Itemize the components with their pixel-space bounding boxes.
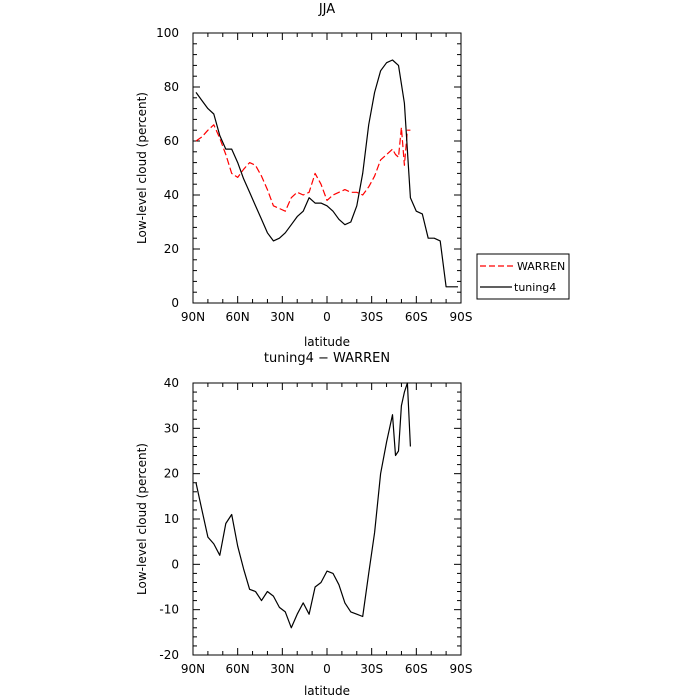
legend-tuning4-label: tuning4: [514, 281, 556, 294]
bottom-y-tick-label: 20: [164, 467, 179, 481]
bottom-tick-labels: 90N 60N 30N 0 30S 60S 90S -20 -10 0 10 20 30 40: [159, 376, 472, 676]
top-tick-labels: 90N 60N 30N 0 30S 60S 90S 0 20 40 60 80 100: [156, 26, 472, 324]
bottom-x-tick-label: 90N: [181, 662, 205, 676]
top-series-warren-line: [195, 124, 411, 212]
bottom-y-axis-label: Low-level cloud (percent): [135, 443, 149, 595]
top-x-tick-label: 30S: [360, 310, 383, 324]
top-x-tick-label: 0: [323, 310, 331, 324]
top-plot-frame: [192, 32, 462, 304]
top-chart-title: JJA: [318, 2, 335, 17]
bottom-x-tick-label: 60S: [405, 662, 428, 676]
top-y-tick-label: 20: [164, 242, 179, 256]
top-y-tick-label: 60: [164, 134, 179, 148]
bottom-y-tick-label: -10: [159, 603, 179, 617]
bottom-y-tick-label: -20: [159, 648, 179, 662]
top-series-group: [195, 59, 458, 288]
bottom-y-tick-label: 10: [164, 512, 179, 526]
bottom-chart-title: tuning4 − WARREN: [264, 351, 390, 366]
bottom-series-difference-line: [195, 382, 411, 629]
top-panel: JJA 90N 60N 30N 0 30S 60S 90S 0 20 40 60 80 100 lati…: [135, 2, 570, 349]
top-x-tick-label: 90S: [450, 310, 473, 324]
top-x-tick-label: 30N: [270, 310, 294, 324]
top-y-axis-label: Low-level cloud (percent): [135, 92, 149, 244]
bottom-y-tick-label: 0: [171, 557, 179, 571]
bottom-x-tick-label: 0: [323, 662, 331, 676]
top-x-tick-label: 90N: [181, 310, 205, 324]
top-y-tick-label: 0: [171, 296, 179, 310]
legend-warren-label: WARREN: [517, 260, 565, 273]
legend: WARREN tuning4: [476, 253, 570, 300]
bottom-x-tick-label: 30S: [360, 662, 383, 676]
bottom-x-axis-label: latitude: [304, 684, 350, 698]
top-y-tick-label: 100: [156, 26, 179, 40]
bottom-y-tick-label: 40: [164, 376, 179, 390]
top-x-tick-label: 60S: [405, 310, 428, 324]
legend-box: [476, 253, 570, 300]
bottom-x-tick-label: 30N: [270, 662, 294, 676]
top-y-tick-label: 80: [164, 80, 179, 94]
bottom-x-tick-label: 90S: [450, 662, 473, 676]
bottom-x-tick-label: 60N: [226, 662, 250, 676]
top-x-tick-label: 60N: [226, 310, 250, 324]
top-axis-ticks: [192, 32, 462, 304]
top-series-tuning4-line: [195, 59, 458, 288]
top-y-tick-label: 40: [164, 188, 179, 202]
bottom-plot-frame: [192, 382, 462, 656]
bottom-series-group: [195, 382, 411, 629]
bottom-panel: tuning4 − WARREN 90N 60N 30N 0 30S 60S 90S -20 -…: [135, 351, 472, 698]
bottom-axis-ticks: [192, 382, 462, 656]
bottom-y-tick-label: 30: [164, 421, 179, 435]
top-x-axis-label: latitude: [304, 335, 350, 349]
